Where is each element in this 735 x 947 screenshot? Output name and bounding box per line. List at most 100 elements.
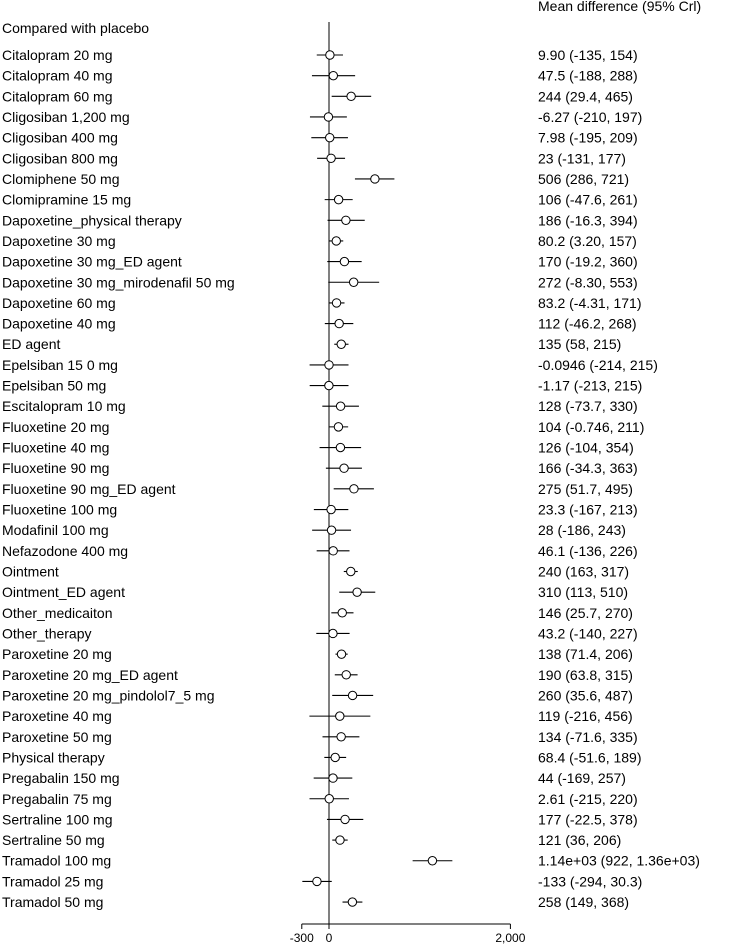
point-estimate-marker xyxy=(326,525,337,535)
ci-value-label: 43.2 (-140, 227) xyxy=(538,625,638,641)
forest-row: Dapoxetine 60 mg 83.2 (-4.31, 171) xyxy=(2,295,642,311)
forest-row: ED agent 135 (58, 215) xyxy=(2,336,621,352)
ci-value-label: 106 (-47.6, 261) xyxy=(538,192,638,208)
point-estimate-marker xyxy=(370,174,380,184)
forest-row: Paroxetine 20 mg_ED agent 190 (63.8, 315) xyxy=(2,667,633,683)
ci-value-label: 190 (63.8, 315) xyxy=(538,667,633,683)
point-estimate-marker xyxy=(328,546,338,556)
forest-row: Paroxetine 40 mg 119 (-216, 456) xyxy=(2,708,633,724)
row-label: Fluoxetine 90 mg xyxy=(2,460,109,476)
forest-row: Fluoxetine 40 mg 126 (-104, 354) xyxy=(2,440,634,456)
ci-value-label: 23 (-131, 177) xyxy=(538,150,626,166)
point-estimate-marker xyxy=(331,236,341,246)
point-estimate-marker xyxy=(328,773,338,783)
row-label: Cligosiban 800 mg xyxy=(2,150,118,166)
point-estimate-marker xyxy=(324,360,334,370)
header-label: Compared with placebo xyxy=(2,20,149,36)
row-label: Dapoxetine 30 mg xyxy=(2,233,116,249)
row-label: Sertraline 100 mg xyxy=(2,811,113,827)
row-label: Dapoxetine 60 mg xyxy=(2,295,116,311)
ci-value-label: 121 (36, 206) xyxy=(538,832,621,848)
forest-row: Other_therapy 43.2 (-140, 227) xyxy=(2,625,638,641)
row-label: Paroxetine 40 mg xyxy=(2,708,112,724)
forest-row: Modafinil 100 mg 28 (-186, 243) xyxy=(2,522,626,538)
row-label: Epelsiban 15 0 mg xyxy=(2,357,118,373)
forest-row: Dapoxetine 40 mg 112 (-46.2, 268) xyxy=(2,316,637,332)
x-tick-label: 2,000 xyxy=(495,931,525,945)
ci-value-label: 126 (-104, 354) xyxy=(538,440,634,456)
point-estimate-marker xyxy=(328,628,338,639)
ci-value-label: 9.90 (-135, 154) xyxy=(538,47,638,63)
point-estimate-marker xyxy=(335,442,346,453)
forest-row: Escitalopram 10 mg 128 (-73.7, 330) xyxy=(2,398,638,414)
ci-value-label: -6.27 (-210, 197) xyxy=(538,109,642,125)
x-axis: -300 0 2,000 xyxy=(290,923,526,945)
forest-row: Tramadol 25 mg -133 (-294, 30.3) xyxy=(2,873,642,889)
point-estimate-marker xyxy=(325,132,335,143)
ci-value-label: 112 (-46.2, 268) xyxy=(538,316,637,332)
ci-value-label: 170 (-19.2, 360) xyxy=(538,254,638,270)
ci-value-label: 135 (58, 215) xyxy=(538,336,621,352)
point-estimate-marker xyxy=(336,649,347,659)
forest-row: Dapoxetine 30 mg_ED agent 170 (-19.2, 360… xyxy=(2,254,638,270)
point-estimate-marker xyxy=(331,298,342,308)
row-label: Tramadol 50 mg xyxy=(2,894,103,910)
forest-row: Paroxetine 20 mg 138 (71.4, 206) xyxy=(2,646,633,662)
forest-row: Tramadol 100 mg 1.14e+03 (922, 1.36e+03) xyxy=(2,853,700,869)
point-estimate-marker xyxy=(339,463,349,473)
row-label: Modafinil 100 mg xyxy=(2,522,109,538)
forest-row: Paroxetine 50 mg 134 (-71.6, 335) xyxy=(2,729,638,745)
ci-value-label: 260 (35.6, 487) xyxy=(538,687,633,703)
row-label: Epelsiban 50 mg xyxy=(2,378,106,394)
row-label: Citalopram 20 mg xyxy=(2,47,113,63)
point-estimate-marker xyxy=(335,401,346,411)
point-estimate-marker xyxy=(336,339,346,349)
forest-row: Physical therapy 68.4 (-51.6, 189) xyxy=(2,749,642,765)
ci-value-label: 275 (51.7, 495) xyxy=(538,481,633,497)
ci-value-label: 104 (-0.746, 211) xyxy=(538,419,644,435)
point-estimate-marker xyxy=(341,215,351,225)
ci-value-label: 146 (25.7, 270) xyxy=(538,605,633,621)
ci-value-label: 310 (113, 510) xyxy=(538,584,628,600)
forest-row: Epelsiban 15 0 mg -0.0946 (-214, 215) xyxy=(2,357,658,373)
point-estimate-marker xyxy=(352,587,362,597)
forest-row: Other_medicaiton 146 (25.7, 270) xyxy=(2,605,633,621)
forest-row: Tramadol 50 mg 258 (149, 368) xyxy=(2,894,629,910)
ci-value-label: 134 (-71.6, 335) xyxy=(538,729,638,745)
forest-row: Sertraline 100 mg 177 (-22.5, 378) xyxy=(2,811,638,827)
row-label: Paroxetine 20 mg_pindolol7_5 mg xyxy=(2,687,214,703)
row-label: Clomiphene 50 mg xyxy=(2,171,120,187)
ci-value-label: 186 (-16.3, 394) xyxy=(538,212,638,228)
x-tick-label: 0 xyxy=(326,931,333,945)
row-label: Dapoxetine 40 mg xyxy=(2,316,116,332)
row-label: Ointment_ED agent xyxy=(2,584,125,600)
point-estimate-marker xyxy=(325,50,335,60)
ci-value-label: -0.0946 (-214, 215) xyxy=(538,357,658,373)
ci-value-label: 258 (149, 368) xyxy=(538,894,629,910)
x-tick-label: -300 xyxy=(290,931,314,945)
point-estimate-marker xyxy=(347,690,358,701)
point-estimate-marker xyxy=(328,70,339,81)
row-label: Escitalopram 10 mg xyxy=(2,398,126,414)
point-estimate-marker xyxy=(334,318,344,329)
point-estimate-marker xyxy=(323,112,334,122)
point-estimate-marker xyxy=(326,504,336,515)
forest-row: Cligosiban 400 mg 7.98 (-195, 209) xyxy=(2,130,638,146)
forest-row: Clomipramine 15 mg 106 (-47.6, 261) xyxy=(2,192,638,208)
row-label: Tramadol 25 mg xyxy=(2,873,103,889)
ci-value-label: 506 (286, 721) xyxy=(538,171,629,187)
row-label: Fluoxetine 100 mg xyxy=(2,502,117,518)
ci-value-label: 244 (29.4, 465) xyxy=(538,88,633,104)
ci-value-label: 7.98 (-195, 209) xyxy=(538,130,638,146)
ci-value-label: 44 (-169, 257) xyxy=(538,770,626,786)
ci-value-label: 47.5 (-188, 288) xyxy=(538,68,638,84)
row-label: Dapoxetine_physical therapy xyxy=(2,212,182,228)
row-label: Paroxetine 20 mg xyxy=(2,646,112,662)
point-estimate-marker xyxy=(346,91,356,102)
forest-row: Dapoxetine_physical therapy 186 (-16.3, 3… xyxy=(2,212,638,228)
ci-value-label: 272 (-8.30, 553) xyxy=(538,274,638,290)
ci-value-label: 83.2 (-4.31, 171) xyxy=(538,295,642,311)
point-estimate-marker xyxy=(339,256,350,267)
ci-value-label: 166 (-34.3, 363) xyxy=(538,460,638,476)
